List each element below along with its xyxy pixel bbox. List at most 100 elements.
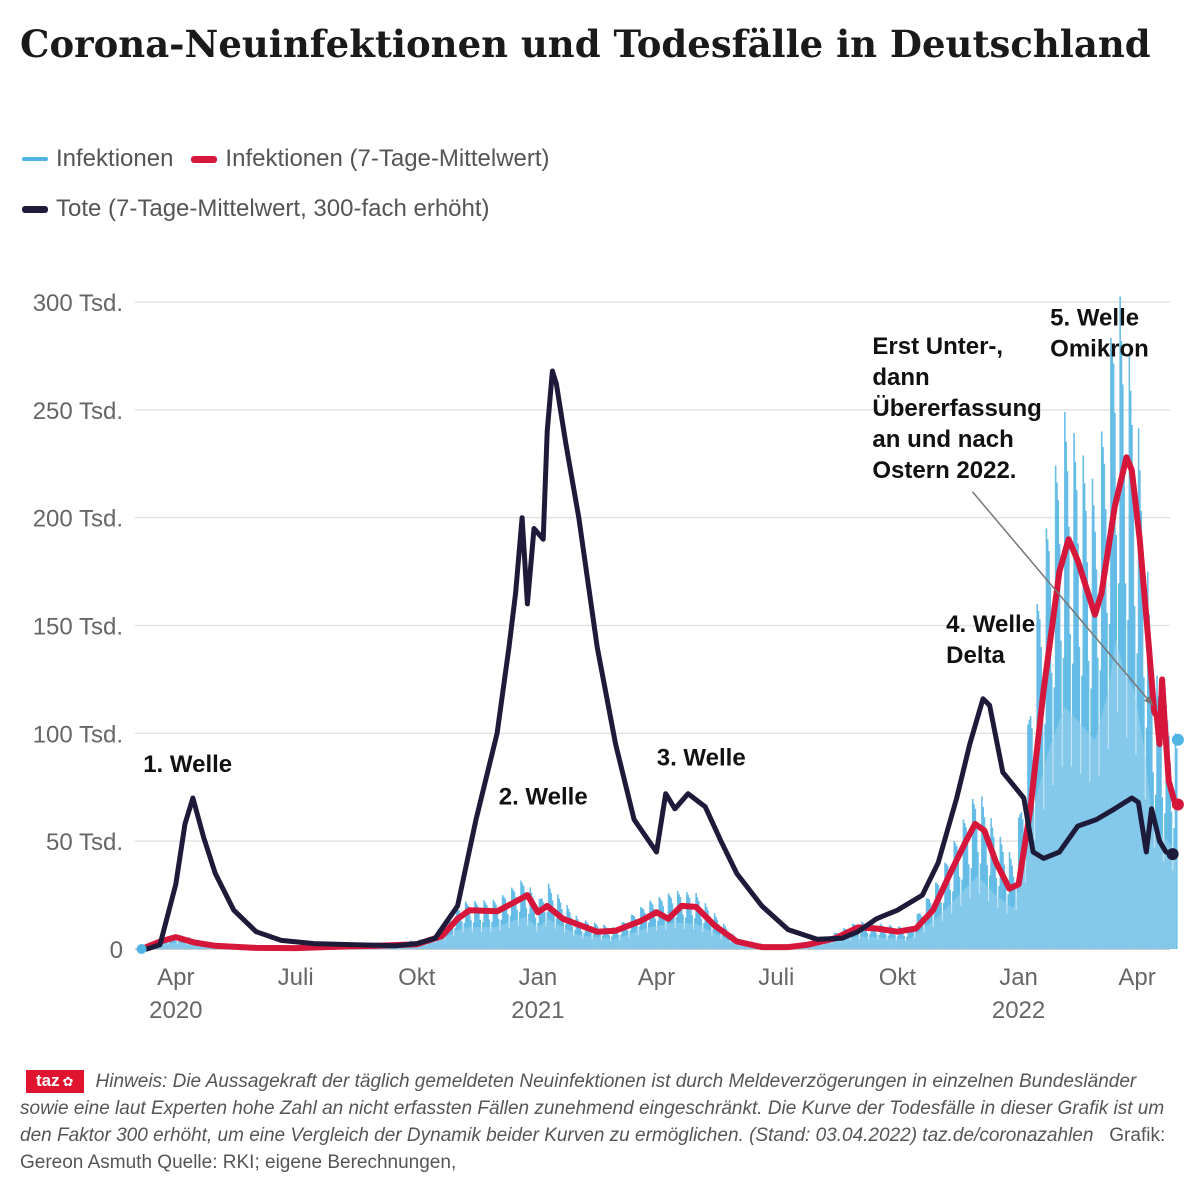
infection-day-bar	[586, 922, 588, 949]
infection-day-bar	[990, 818, 992, 949]
infection-day-bar	[483, 900, 485, 949]
infection-day-bar	[493, 902, 496, 949]
infection-day-bar	[676, 891, 679, 949]
infection-day-bar	[1066, 471, 1069, 949]
infection-day-bar	[944, 862, 946, 949]
infection-day-bar	[678, 894, 680, 949]
infection-day-bar	[1002, 851, 1004, 949]
infection-day-bar	[863, 924, 866, 949]
footer-note: Hinweis: Die Aussagekraft der täglich ge…	[20, 1071, 1165, 1146]
infection-day-bar	[687, 894, 690, 949]
infection-day-bar	[999, 836, 1002, 949]
infection-day-bar	[604, 926, 607, 949]
infection-day-bar	[595, 924, 597, 949]
infection-day-bar	[512, 889, 514, 949]
infection-day-bar	[612, 926, 614, 949]
infection-day-bar	[927, 898, 929, 949]
infection-day-bar	[1149, 654, 1152, 949]
annotation-label: 4. Welle Delta	[946, 611, 1035, 669]
infection-day-bar	[1074, 461, 1077, 949]
infection-day-bar	[511, 887, 513, 949]
infection-day-bar	[429, 937, 431, 949]
infection-day-bar	[695, 892, 697, 949]
footer-credits: Grafik: Gereon Asmuth Quelle: RKI; eigen…	[20, 1125, 1166, 1173]
legend-item-tote: Tote (7-Tage-Mittelwert, 300-fach erhöht…	[22, 195, 490, 223]
infections-startpoint	[136, 944, 147, 954]
infection-day-bar	[559, 902, 562, 949]
infection-day-bar	[688, 897, 691, 949]
infection-day-bar	[1165, 705, 1168, 949]
infection-day-bar	[725, 928, 728, 949]
infection-day-bar	[475, 903, 478, 949]
infection-day-bar	[649, 900, 651, 949]
infections-average-endpoint	[1171, 798, 1184, 811]
infection-day-bar	[1046, 539, 1049, 949]
legend-label-infektionen: Infektionen	[56, 145, 174, 172]
y-tick-label: 100 Tsd.	[33, 721, 123, 748]
infections-area	[141, 638, 1177, 949]
infection-day-bar	[1054, 465, 1057, 949]
infection-day-bar	[1175, 748, 1178, 949]
annotation-arrow	[971, 491, 1154, 706]
y-tick-label: 300 Tsd.	[33, 290, 123, 317]
chart-title: Corona-Neuinfektionen und Todesfälle in …	[20, 22, 1151, 66]
infection-day-bar	[715, 916, 717, 949]
x-tick-label: Okt	[398, 964, 436, 991]
infection-day-bar	[971, 799, 974, 949]
infection-day-bar	[659, 899, 662, 949]
y-tick-label: 50 Tsd.	[46, 829, 123, 856]
infection-day-bar	[466, 903, 468, 949]
infection-day-bar	[1011, 865, 1013, 949]
infection-day-bar	[640, 906, 642, 949]
footer: taz ✿ Hinweis: Die Aussagekraft der täglic…	[20, 1068, 1180, 1176]
infection-day-bar	[870, 922, 873, 949]
x-year-label: 2020	[149, 997, 202, 1024]
infection-day-bar	[521, 883, 524, 949]
x-tick-label: Apr	[1118, 964, 1155, 991]
infection-day-bar	[1037, 610, 1040, 949]
infection-day-bar	[991, 827, 994, 949]
infection-day-bar	[873, 925, 875, 949]
infection-day-bar	[1100, 431, 1103, 949]
infection-day-bar	[1075, 490, 1078, 949]
legend-swatch-tote	[22, 205, 48, 213]
y-tick-label: 0	[110, 937, 123, 964]
infection-day-bar	[1140, 510, 1143, 949]
infection-day-bar	[1102, 447, 1104, 949]
infection-day-bar	[871, 923, 874, 949]
annotations: 1. Welle 2. Welle 3. Welle 4. Welle Delta 5. …	[143, 305, 1154, 811]
infection-day-bar	[566, 905, 568, 949]
paw-icon: ✿	[62, 1074, 74, 1089]
infection-day-bar	[705, 906, 708, 949]
infection-day-bar	[179, 935, 181, 949]
infection-day-bar	[862, 922, 865, 949]
axes: 0 50 Tsd. 100 Tsd. 150 Tsd. 200 Tsd. 250 Tsd.…	[33, 290, 1156, 1024]
series-lines	[136, 368, 1184, 954]
infection-day-bar	[954, 843, 957, 949]
infection-day-bar	[1082, 455, 1085, 949]
infection-day-bar	[1093, 505, 1095, 949]
infection-day-bar	[679, 897, 682, 949]
infection-day-bar	[925, 898, 928, 949]
infection-day-bar	[621, 922, 624, 949]
x-tick-label: Apr	[638, 964, 675, 991]
infection-day-bar	[172, 936, 175, 949]
legend-label-tote: Tote (7-Tage-Mittelwert, 300-fach erhöht…	[56, 195, 490, 222]
infection-day-bar	[1148, 614, 1150, 949]
infection-day-bar	[900, 928, 903, 949]
infection-day-bar	[963, 823, 966, 949]
legend-item-infektionen-mittelwert: Infektionen (7-Tage-Mittelwert)	[191, 145, 550, 173]
annotation-label: Erst Unter-, dann Übererfassung an und nach…	[872, 333, 1041, 484]
infection-day-bar	[716, 919, 719, 949]
x-tick-label: Juli	[278, 964, 314, 991]
infection-day-bar	[1147, 571, 1149, 949]
infection-day-bar	[650, 902, 653, 949]
infection-day-bar	[713, 913, 716, 949]
legend-swatch-infektionen-mittelwert	[191, 155, 218, 163]
infection-day-bar	[632, 915, 634, 949]
infection-day-bar	[641, 908, 643, 949]
infection-day-bar	[538, 898, 541, 949]
infection-day-bar	[484, 902, 487, 949]
infection-day-bar	[530, 892, 533, 949]
infection-day-bar	[696, 897, 699, 949]
